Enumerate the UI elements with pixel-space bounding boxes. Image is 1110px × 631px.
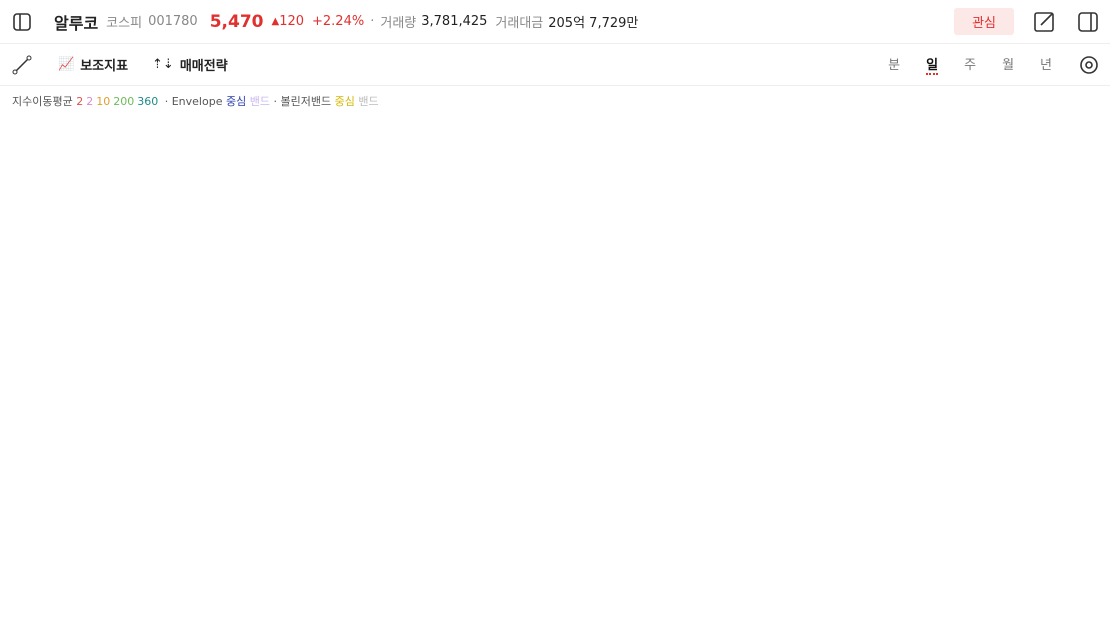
period[interactable]: 분: [888, 58, 901, 73]
ema-period: 2: [76, 95, 84, 108]
stock-name: 알루코: [54, 13, 99, 33]
volume-label: 거래량: [380, 16, 417, 31]
change-pct: +2.24%: [312, 14, 365, 29]
ema-period: 10: [96, 95, 111, 108]
header: 알루코 코스피 001780 5,470 ▲ 120 +2.24% · 거래량 3,…: [0, 0, 1110, 44]
legend-bb-band: 밴드: [358, 95, 379, 108]
watch-button[interactable]: 관심: [954, 8, 1014, 35]
edit-icon[interactable]: [1032, 10, 1056, 34]
draw-icon[interactable]: [10, 53, 34, 77]
price: 5,470: [209, 11, 264, 32]
period[interactable]: 일: [926, 54, 939, 75]
strategy[interactable]: 매매전략: [179, 59, 228, 74]
chart: 3,5004,0004,5005,0005,5006,0006,5001억5,0…: [0, 86, 1110, 631]
change: 120: [279, 14, 305, 29]
market: 코스피: [106, 16, 143, 31]
period[interactable]: 월: [1002, 58, 1015, 73]
period[interactable]: 주: [964, 58, 977, 73]
settings-icon[interactable]: [1078, 54, 1100, 76]
indicators[interactable]: 보조지표: [80, 59, 129, 74]
ema-periods: 2 2 10 200 360: [76, 95, 161, 108]
legend: 지수이동평균 2 2 10 200 360 · Envelope 중심 밴드 · 볼린저…: [12, 95, 379, 108]
amount-label: 거래대금: [495, 16, 544, 31]
legend-envelope: Envelope: [171, 95, 223, 108]
ema-period: 200: [113, 95, 135, 108]
legend-ema: 지수이동평균: [12, 95, 73, 108]
volume: 3,781,425: [421, 14, 488, 29]
code: 001780: [148, 14, 198, 29]
legend-bb-center: 중심: [334, 95, 355, 108]
legend-bollinger: 볼린저밴드: [280, 95, 332, 108]
sidebar-icon[interactable]: [10, 10, 34, 34]
legend-env-center: 중심: [225, 95, 247, 108]
period[interactable]: 년: [1040, 58, 1052, 73]
ema-period: 2: [86, 95, 94, 108]
amount: 205억 7,729만: [548, 16, 639, 31]
legend-env-band: 밴드: [249, 95, 270, 108]
panel-icon[interactable]: [1076, 10, 1100, 34]
ema-period: 360: [137, 95, 159, 108]
